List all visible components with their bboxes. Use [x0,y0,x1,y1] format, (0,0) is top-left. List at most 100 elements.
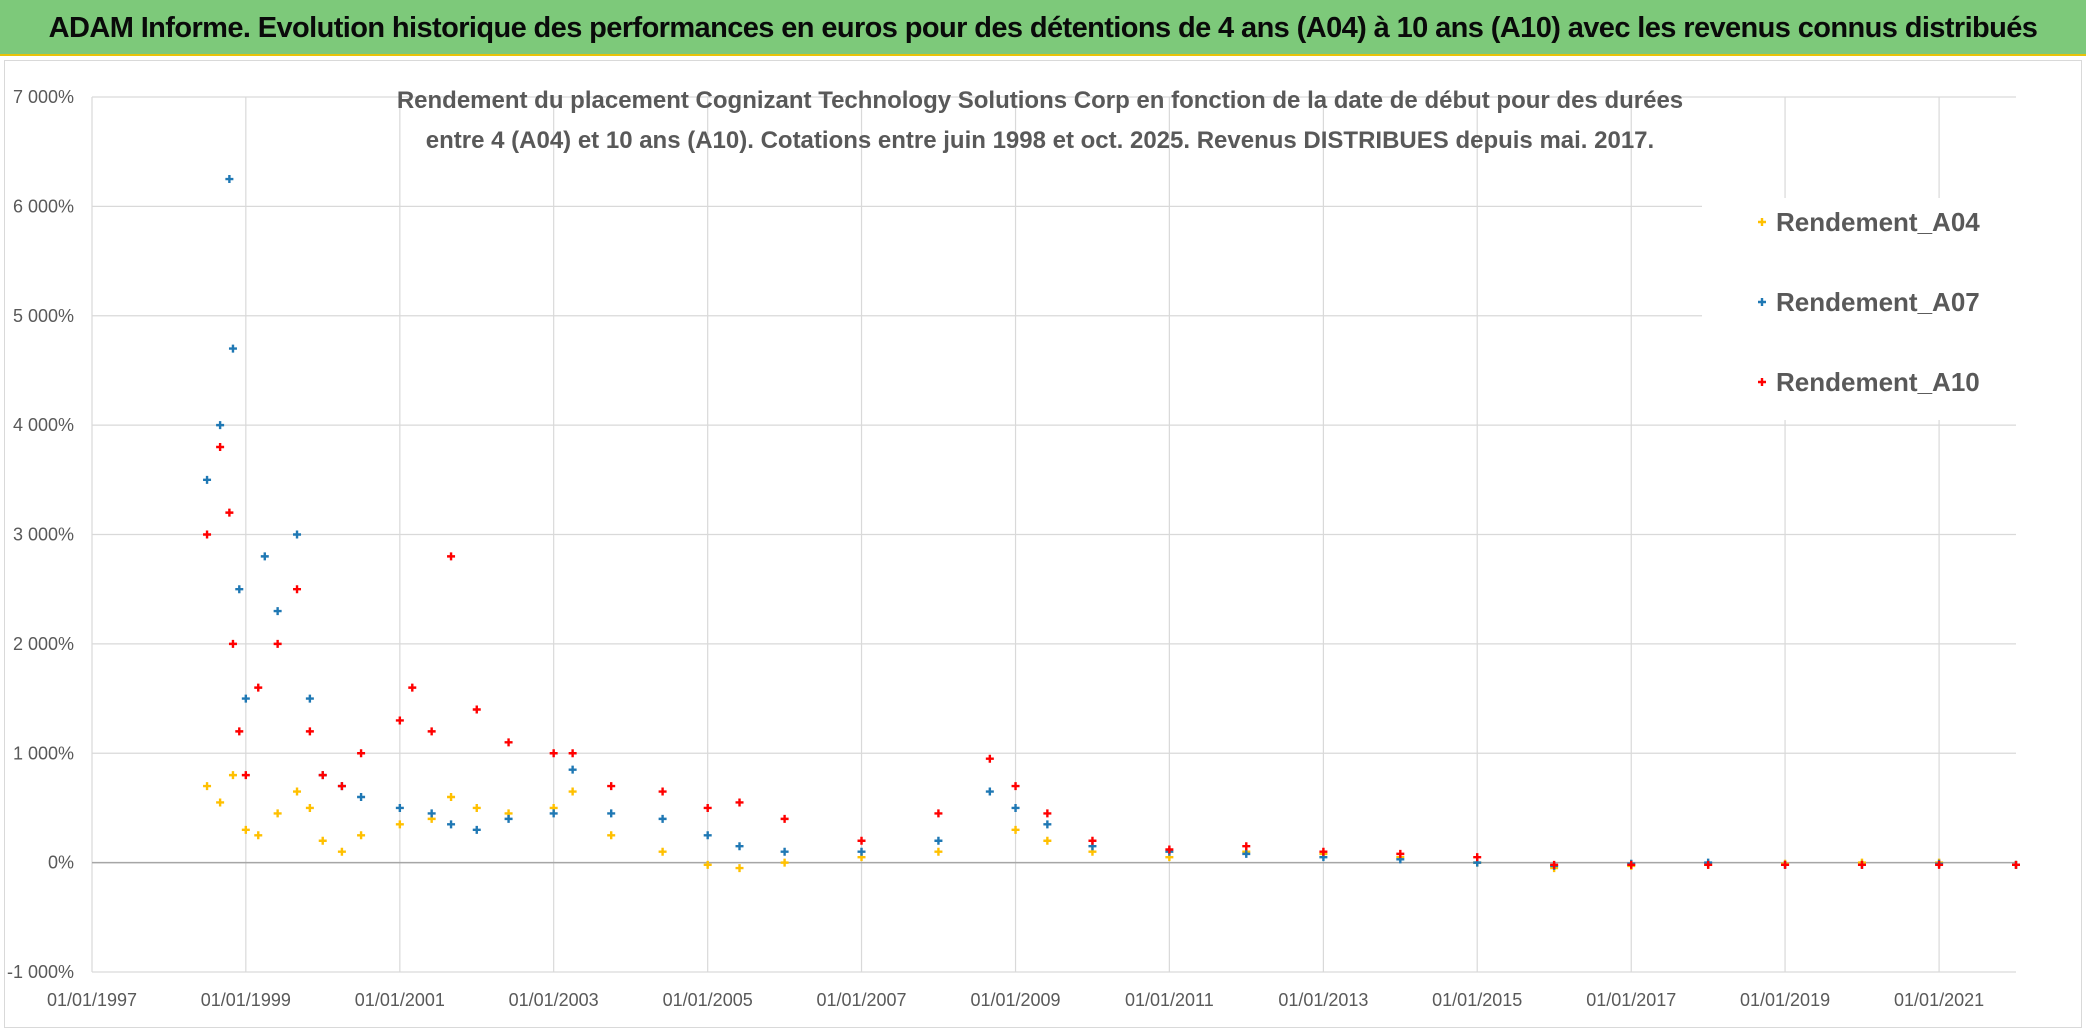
data-point [241,694,250,703]
data-point [1043,820,1052,829]
data-point [780,814,789,823]
data-point [1319,847,1328,856]
legend-box [1702,198,2020,420]
y-tick-label: 7 000% [13,87,74,107]
data-point [857,836,866,845]
data-point [1473,853,1482,862]
data-point [568,787,577,796]
y-tick-label: 2 000% [13,634,74,654]
data-point [293,530,302,539]
data-point [1242,849,1251,858]
chart-title: Rendement du placement Cognizant Technol… [397,87,1683,154]
y-tick-label: 1 000% [13,743,74,763]
data-point [568,765,577,774]
x-tick-label: 01/01/2017 [1586,990,1676,1010]
data-point [658,814,667,823]
legend-item: Rendement_A07 [1758,287,1980,317]
data-point [293,787,302,796]
data-point [1088,836,1097,845]
series-Rendement_A04 [203,771,2020,873]
axes: -1 000% 0% 1 000% 2 000% 3 000% 4 000% 5 000% 6… [7,87,2016,1010]
data-point [203,475,212,484]
data-point [780,847,789,856]
series-Rendement_A10 [203,443,2020,869]
y-tick-label: 6 000% [13,196,74,216]
data-point [703,831,712,840]
data-point [235,585,244,594]
data-point [305,727,314,736]
x-tick-label: 01/01/2015 [1432,990,1522,1010]
data-point [1043,836,1052,845]
data-point [703,803,712,812]
data-point [472,705,481,714]
legend-label: Rendement_A10 [1776,367,1980,397]
x-tick-label: 01/01/2005 [663,990,753,1010]
legend-marker [1758,298,1766,306]
data-point [1011,803,1020,812]
data-point [447,552,456,561]
data-point [735,798,744,807]
legend-marker [1758,218,1766,226]
data-point [337,847,346,856]
data-point [1550,860,1559,869]
data-point [1857,860,1866,869]
data-point [235,727,244,736]
data-point [504,814,513,823]
legend-item: Rendement_A04 [1758,207,1980,237]
data-point [395,820,404,829]
chart-title-line: Rendement du placement Cognizant Technol… [397,87,1683,114]
data-point [780,858,789,867]
data-point [934,836,943,845]
data-point [273,607,282,616]
x-tick-label: 01/01/2019 [1740,990,1830,1010]
data-point [447,793,456,801]
data-point [293,585,302,594]
legend-label: Rendement_A04 [1776,207,1980,237]
x-tick-label: 01/01/2001 [355,990,445,1010]
x-tick-label: 01/01/2021 [1894,990,1984,1010]
y-tick-label: 3 000% [13,525,74,545]
data-point [216,421,225,430]
data-point [549,809,558,818]
legend-marker [1758,378,1766,386]
data-point [216,443,225,451]
data-point [703,860,712,869]
data-point [472,803,481,812]
data-point [254,831,263,840]
data-point [228,639,237,648]
y-tick-label: 4 000% [13,415,74,435]
data-point [934,847,943,856]
header-banner: ADAM Informe. Evolution historique des p… [0,0,2086,56]
x-tick-label: 01/01/2013 [1278,990,1368,1010]
data-point [203,782,212,791]
data-point [408,683,417,692]
chart-title-line: entre 4 (A04) et 10 ans (A10). Cotations… [426,127,1654,154]
data-point [985,787,994,796]
data-point [658,787,667,796]
data-point [357,749,366,758]
data-point [305,803,314,812]
data-point [472,825,481,834]
x-tick-label: 01/01/1999 [201,990,291,1010]
data-point [241,825,250,834]
legend-label: Rendement_A07 [1776,287,1980,317]
data-point [228,344,237,353]
data-point [607,831,616,840]
data-point [427,809,436,818]
x-tick-label: 01/01/2009 [970,990,1060,1010]
data-points [203,175,2020,873]
data-point [225,175,234,184]
data-point [1627,860,1636,869]
data-point [203,530,212,539]
data-point [1011,825,1020,834]
data-point [549,749,558,758]
data-point [658,847,667,856]
y-tick-label: 5 000% [13,306,74,326]
data-point [1242,842,1251,851]
data-point [735,842,744,851]
legend: Rendement_A04 Rendement_A07 Rendement_A10 [1702,198,2020,420]
data-point [318,771,327,780]
data-point [395,716,404,725]
data-point [337,782,346,791]
x-tick-label: 01/01/2011 [1125,990,1214,1010]
